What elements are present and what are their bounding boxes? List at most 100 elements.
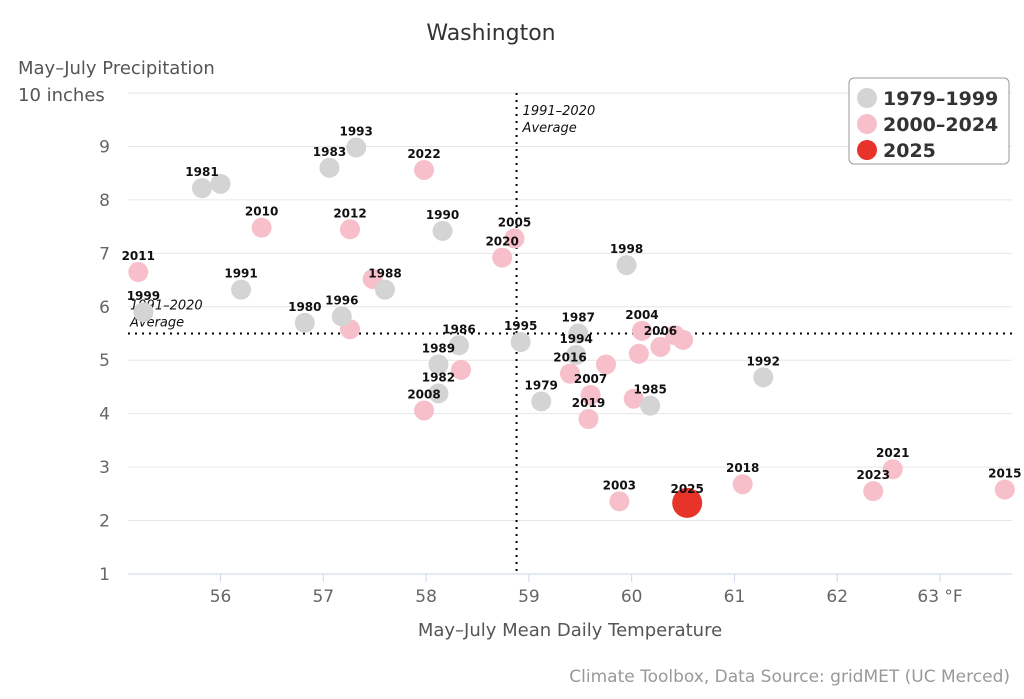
point-year-label: 1979	[525, 378, 558, 392]
point-year-label: 1989	[422, 341, 455, 355]
point-year-label: 1991	[224, 267, 257, 281]
labels-layer: 1979 1980 1981 1982 1983 1985 1986 1987 1988 1989…	[122, 125, 1022, 496]
points-layer	[128, 137, 1015, 518]
legend-item-label[interactable]: 2025	[883, 140, 936, 162]
data-point[interactable]	[133, 302, 154, 323]
point-year-label: 1992	[747, 354, 780, 368]
point-year-label: 1982	[422, 370, 455, 384]
data-point[interactable]	[568, 323, 589, 344]
data-point[interactable]	[346, 137, 367, 158]
legend-box	[848, 77, 1010, 165]
data-point[interactable]	[609, 491, 630, 512]
data-point[interactable]	[732, 474, 753, 495]
x-tick-label: 62	[826, 587, 848, 607]
point-year-label: 1993	[339, 125, 372, 139]
point-year-label: 1988	[368, 267, 401, 281]
data-point[interactable]	[231, 279, 252, 300]
y-tick-label: 6	[99, 298, 110, 318]
data-point-2025[interactable]	[672, 487, 703, 518]
y-tick-label: 7	[99, 244, 110, 264]
data-point[interactable]	[631, 320, 652, 341]
point-year-label: 2025	[670, 482, 703, 496]
y-tick-label: 1	[99, 565, 110, 585]
data-point[interactable]	[414, 400, 435, 421]
legend-marker[interactable]	[857, 140, 877, 160]
x-tick-label: 58	[415, 587, 437, 607]
chart-title: Washington	[426, 21, 555, 46]
point-year-label: 2018	[726, 461, 759, 475]
data-point[interactable]	[664, 325, 685, 346]
source-credit: Climate Toolbox, Data Source: gridMET (U…	[569, 667, 1010, 687]
data-point[interactable]	[428, 383, 449, 404]
data-point[interactable]	[128, 262, 149, 283]
data-point[interactable]	[192, 178, 213, 199]
point-year-label: 2008	[407, 387, 440, 401]
data-point[interactable]	[504, 228, 525, 249]
data-point[interactable]	[451, 359, 472, 380]
avg-temperature-label: 1991–2020	[523, 104, 596, 119]
x-tick-label: 56	[210, 587, 232, 607]
data-point[interactable]	[863, 481, 884, 502]
data-point[interactable]	[560, 363, 580, 384]
x-axis-title: May–July Mean Daily Temperature	[418, 620, 722, 641]
point-year-label: 2010	[245, 205, 278, 219]
data-point[interactable]	[640, 395, 661, 416]
avg-temperature-label: Average	[522, 121, 577, 136]
point-year-label: 1983	[313, 145, 346, 159]
point-year-label: 2005	[498, 215, 531, 229]
point-year-label: 2022	[407, 147, 440, 161]
point-year-label: 2020	[485, 235, 518, 249]
point-year-label: 1986	[442, 322, 475, 336]
data-point[interactable]	[432, 220, 453, 241]
point-year-label: 2007	[574, 372, 607, 386]
data-point[interactable]	[650, 336, 671, 357]
data-point[interactable]	[994, 479, 1015, 500]
data-point[interactable]	[294, 312, 315, 333]
legend-item-label[interactable]: 2000–2024	[883, 114, 998, 136]
point-year-label: 1981	[185, 165, 218, 179]
data-point[interactable]	[414, 159, 435, 180]
x-tick-label: 60	[621, 587, 643, 607]
point-year-label: 2015	[988, 467, 1021, 481]
point-year-label: 2004	[625, 308, 658, 322]
data-point[interactable]	[492, 247, 513, 268]
data-point[interactable]	[628, 343, 649, 364]
data-point[interactable]	[210, 173, 231, 194]
x-tick-label: 61	[724, 587, 746, 607]
data-point[interactable]	[580, 384, 601, 405]
data-point[interactable]	[448, 335, 469, 356]
point-year-label: 1987	[562, 311, 595, 325]
y-tick-label: 8	[99, 191, 110, 211]
point-year-label: 2016	[553, 351, 586, 365]
point-year-label: 2019	[572, 396, 605, 410]
data-point[interactable]	[753, 367, 774, 388]
data-point[interactable]	[882, 459, 903, 480]
point-year-label: 2003	[603, 478, 636, 492]
data-point[interactable]	[319, 157, 340, 178]
y-tick-label: 9	[99, 137, 110, 157]
data-point[interactable]	[531, 391, 552, 412]
data-point[interactable]	[595, 354, 616, 375]
x-tick-label: 59	[518, 587, 540, 607]
data-point[interactable]	[623, 388, 644, 409]
data-point[interactable]	[616, 255, 637, 276]
point-year-label: 1998	[610, 242, 643, 256]
legend-marker[interactable]	[857, 114, 877, 134]
point-year-label: 1996	[325, 293, 358, 307]
data-point[interactable]	[374, 279, 395, 300]
legend-item-label[interactable]: 1979–1999	[883, 88, 998, 110]
data-point[interactable]	[251, 217, 272, 238]
data-point[interactable]	[578, 409, 599, 430]
data-point[interactable]	[566, 344, 587, 365]
data-point[interactable]	[331, 306, 352, 327]
point-year-label: 1980	[288, 300, 321, 314]
data-point[interactable]	[510, 332, 531, 353]
y-tick-label: 5	[99, 351, 110, 371]
legend-marker[interactable]	[857, 88, 877, 108]
y-tick-label: 4	[99, 405, 110, 425]
data-point[interactable]	[428, 354, 449, 375]
data-point[interactable]	[340, 219, 361, 240]
point-year-label: 2012	[333, 206, 366, 220]
